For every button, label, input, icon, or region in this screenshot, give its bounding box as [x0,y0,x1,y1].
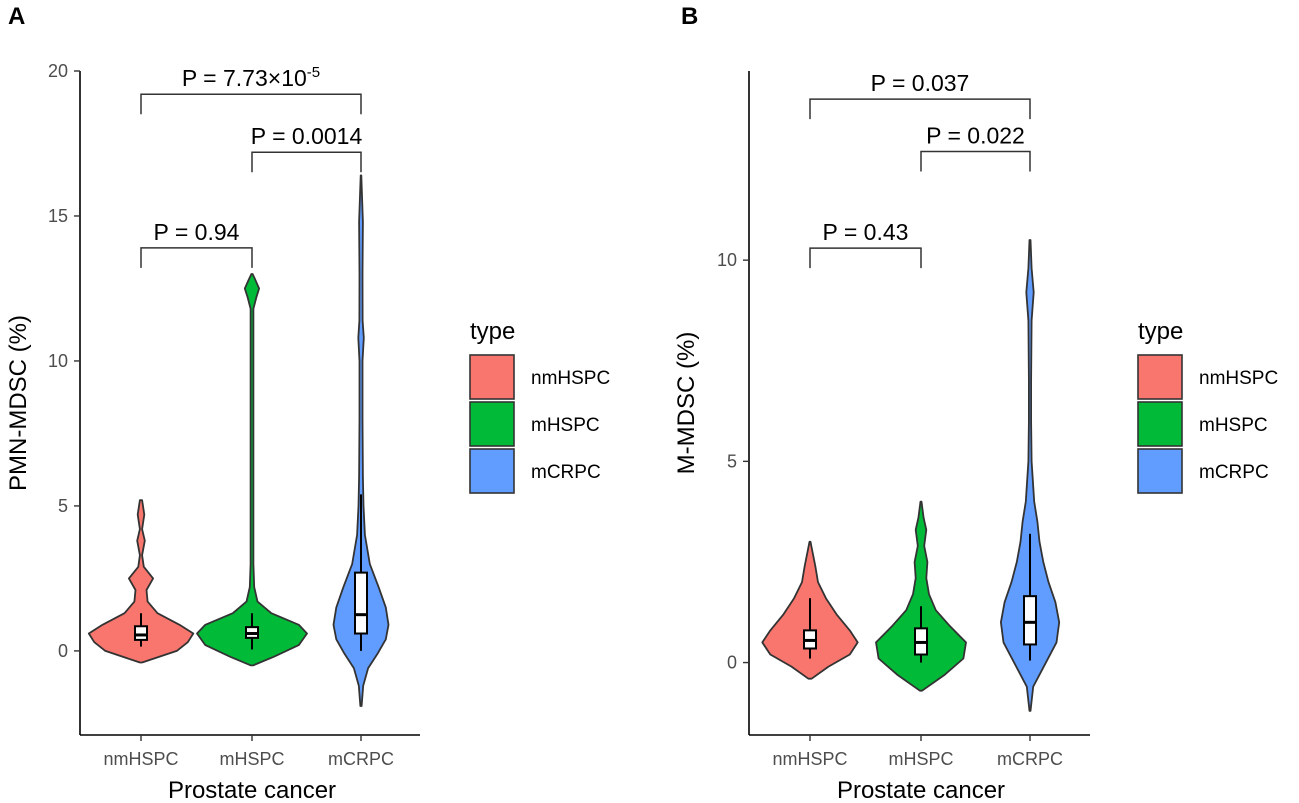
panel-a: A 0 5 10 15 20 nmHSPC mHSPC mCRPC Prostate cancer… [5,3,610,803]
p-value-label: P = 0.94 [154,219,240,245]
significance-bracket: P = 0.43 [809,219,922,269]
p-value-text: P = 0.94 [154,219,240,245]
y-tick-label: 5 [58,496,68,516]
bracket-line [140,93,362,115]
legend-item: mHSPC [1137,401,1268,447]
y-tick-label: 10 [717,250,737,270]
legend-item: mCRPC [469,448,601,494]
significance-bracket: P = 0.037 [809,70,1031,120]
y-tick-label: 5 [727,451,737,471]
p-value-text: P = 0.022 [926,122,1025,148]
legend-label: mHSPC [1199,415,1268,436]
x-tick-label: mHSPC [888,749,953,769]
panel-letter: A [8,3,25,30]
legend-label: nmHSPC [531,368,610,389]
legend-item: mCRPC [1137,448,1269,494]
p-value-label: P = 0.0014 [251,123,363,149]
y-tick-label: 0 [58,641,68,661]
x-axis-title: Prostate cancer [168,777,336,803]
p-value-label: P = 0.037 [871,70,970,96]
significance-bracket: P = 0.94 [140,219,253,268]
panel-b: B 0 5 10 nmHSPC mHSPC mCRPC Prostate cancer M-MD… [673,3,1278,803]
y-tick-label: 20 [48,61,68,81]
legend: type nmHSPC mHSPC mCRPC [469,318,610,494]
violin-group-mHSPC [875,500,967,692]
legend-label: mCRPC [531,462,601,483]
p-value-text: P = 7.73×10 [182,65,307,91]
bracket-line [140,247,253,268]
legend-label: mCRPC [1199,462,1269,483]
legend-item: nmHSPC [1137,354,1278,400]
legend: type nmHSPC mHSPC mCRPC [1137,318,1278,494]
y-tick-label: 0 [727,653,737,673]
legend-swatch [1137,448,1183,494]
legend-swatch [1137,401,1183,447]
violin-nmHSPC [87,499,195,664]
legend-item: mHSPC [469,401,600,447]
bracket-line [920,150,1031,172]
y-tick-label: 15 [48,206,68,226]
p-value-label: P = 0.43 [823,219,909,245]
x-axis-title: Prostate cancer [837,777,1005,803]
panel-letter: B [681,3,698,30]
violin-group-mCRPC [1000,239,1061,712]
x-tick-label: mCRPC [997,749,1063,769]
violin-group-nmHSPC [87,499,195,664]
p-value-text: P = 0.037 [871,70,970,96]
legend-item: nmHSPC [469,354,610,400]
violin-group-nmHSPC [761,540,859,680]
y-axis-title: PMN-MDSC (%) [5,315,32,491]
violin-mHSPC [875,500,967,692]
significance-bracket: P = 7.73×10-5 [140,64,362,115]
bracket-line [809,98,1031,120]
legend-swatch [469,354,515,400]
bracket-line [809,247,922,269]
violin-mCRPC [1000,239,1061,712]
p-value-label: P = 0.022 [926,122,1025,148]
significance-bracket: P = 0.0014 [251,123,363,173]
box [354,571,368,635]
x-tick-label: mCRPC [328,749,394,769]
violin-group-mHSPC [196,273,308,667]
x-tick-label: nmHSPC [103,749,178,769]
box [134,625,148,641]
p-value-exponent: -5 [307,64,320,81]
violin-mCRPC [332,174,390,707]
box [1023,595,1037,646]
p-value-text: P = 0.0014 [251,123,363,149]
legend-swatch [469,401,515,447]
x-tick-label: mHSPC [219,749,284,769]
legend-label: mHSPC [531,415,600,436]
p-value-text: P = 0.43 [823,219,909,245]
bracket-line [251,151,362,173]
significance-bracket: P = 0.022 [920,122,1031,172]
x-tick-label: nmHSPC [772,749,847,769]
legend-title: type [470,318,515,345]
legend-title: type [1138,318,1183,345]
legend-label: nmHSPC [1199,368,1278,389]
violin-mHSPC [196,273,308,667]
violin-group-mCRPC [332,174,390,707]
y-axis-title: M-MDSC (%) [673,332,700,475]
legend-swatch [469,448,515,494]
y-tick-label: 10 [48,351,68,371]
p-value-label: P = 7.73×10-5 [182,64,320,91]
legend-swatch [1137,354,1183,400]
